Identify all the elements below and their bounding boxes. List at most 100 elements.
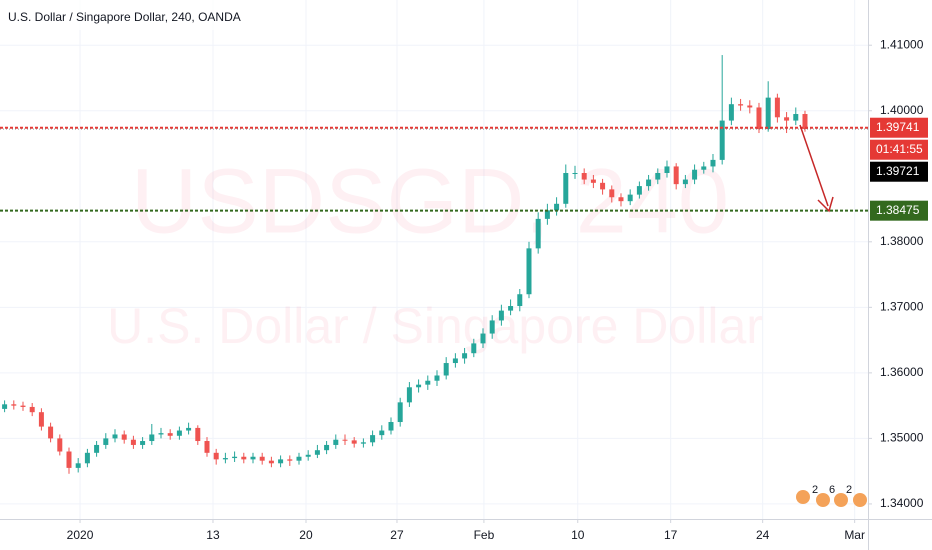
candle-body bbox=[554, 203, 560, 211]
badge-icon bbox=[816, 493, 830, 507]
candle-body bbox=[130, 439, 136, 445]
candle-body bbox=[167, 433, 173, 436]
candle-body bbox=[241, 456, 247, 460]
candle-body bbox=[158, 433, 164, 435]
candle-body bbox=[489, 320, 495, 334]
badge-icon bbox=[796, 490, 810, 504]
candle-body bbox=[57, 438, 63, 452]
candle-body bbox=[268, 460, 274, 464]
candles bbox=[2, 55, 808, 474]
candle-body bbox=[434, 375, 440, 381]
candle-body bbox=[747, 105, 753, 108]
candle-body bbox=[526, 248, 532, 295]
candle-body bbox=[765, 97, 771, 130]
candle-body bbox=[370, 435, 376, 443]
x-tick-label: 17 bbox=[664, 528, 678, 542]
candle-body bbox=[572, 173, 578, 174]
candle-body bbox=[149, 434, 155, 442]
candle-body bbox=[195, 427, 201, 442]
title-bg bbox=[0, 0, 280, 30]
candle-body bbox=[471, 343, 477, 354]
candle-body bbox=[664, 166, 670, 173]
candle-body bbox=[452, 358, 458, 364]
x-tick-label: Feb bbox=[474, 528, 495, 542]
candle-body bbox=[360, 442, 366, 444]
y-tick-label: 1.40000 bbox=[880, 103, 924, 117]
candle-body bbox=[140, 441, 146, 445]
watermark-symbol: USDSGD, 240 bbox=[131, 150, 729, 252]
watermark-name: U.S. Dollar / Singapore Dollar bbox=[107, 298, 763, 354]
x-tick-label: 2020 bbox=[67, 528, 94, 542]
y-tick-label: 1.37000 bbox=[880, 300, 924, 314]
candle-body bbox=[682, 179, 688, 185]
candle-body bbox=[296, 456, 302, 461]
level-tag: 1.38475 bbox=[876, 203, 920, 217]
candle-body bbox=[498, 310, 504, 321]
candle-body bbox=[425, 380, 431, 385]
candle-body bbox=[627, 194, 633, 202]
candle-body bbox=[480, 333, 486, 344]
candle-body bbox=[379, 430, 385, 436]
x-tick-label: Mar bbox=[844, 528, 865, 542]
candle-body bbox=[443, 363, 449, 376]
candle-body bbox=[75, 463, 81, 468]
candle-body bbox=[333, 439, 339, 445]
candle-body bbox=[204, 441, 210, 453]
candle-body bbox=[232, 456, 238, 459]
candle-body bbox=[351, 440, 357, 444]
candle-body bbox=[802, 114, 808, 130]
price-tag-bg bbox=[870, 161, 928, 182]
candle-body bbox=[563, 173, 569, 204]
candle-body bbox=[287, 459, 293, 461]
candle-body bbox=[774, 97, 780, 118]
candle-body bbox=[581, 173, 587, 180]
candle-body bbox=[250, 456, 256, 460]
candle-body bbox=[655, 173, 661, 180]
candle-body bbox=[793, 114, 799, 121]
candle-body bbox=[305, 454, 311, 457]
candle-body bbox=[11, 404, 17, 406]
candle-body bbox=[176, 430, 182, 436]
y-tick-label: 1.34000 bbox=[880, 496, 924, 510]
candle-body bbox=[48, 426, 54, 439]
candle-body bbox=[701, 166, 707, 170]
arrow-shaft bbox=[799, 124, 829, 207]
candle-body bbox=[462, 353, 468, 359]
candle-body bbox=[673, 166, 679, 185]
y-tick-label: 1.41000 bbox=[880, 37, 924, 51]
price-tag: 1.39721 bbox=[876, 164, 920, 178]
candle-body bbox=[508, 306, 514, 311]
candle-body bbox=[29, 406, 35, 413]
candle-body bbox=[388, 422, 394, 431]
candle-body bbox=[20, 405, 26, 407]
y-tick-label: 1.36000 bbox=[880, 365, 924, 379]
grid bbox=[0, 0, 868, 519]
countdown-tag: 01:41:55 bbox=[876, 142, 923, 156]
candle-body bbox=[618, 197, 624, 202]
candle-body bbox=[756, 107, 762, 130]
candle-body bbox=[590, 179, 596, 183]
candle-body bbox=[222, 458, 228, 460]
level-tag-bg bbox=[870, 117, 928, 138]
candle-body bbox=[692, 169, 698, 180]
candle-body bbox=[2, 404, 8, 409]
x-tick-label: 13 bbox=[206, 528, 220, 542]
candle-body bbox=[416, 384, 422, 388]
x-tick-label: 20 bbox=[299, 528, 313, 542]
candle-body bbox=[406, 387, 412, 403]
candle-body bbox=[535, 218, 541, 249]
candle-body bbox=[324, 444, 330, 451]
candle-body bbox=[121, 434, 127, 440]
candle-body bbox=[738, 104, 744, 106]
candle-body bbox=[636, 186, 642, 195]
x-tick-label: 24 bbox=[756, 528, 770, 542]
y-tick-label: 1.35000 bbox=[880, 431, 924, 445]
candle-body bbox=[544, 210, 550, 219]
candle-body bbox=[600, 182, 606, 190]
candle-body bbox=[710, 159, 716, 167]
levels bbox=[0, 126, 868, 212]
candle-body bbox=[278, 459, 284, 464]
candle-body bbox=[259, 456, 265, 461]
